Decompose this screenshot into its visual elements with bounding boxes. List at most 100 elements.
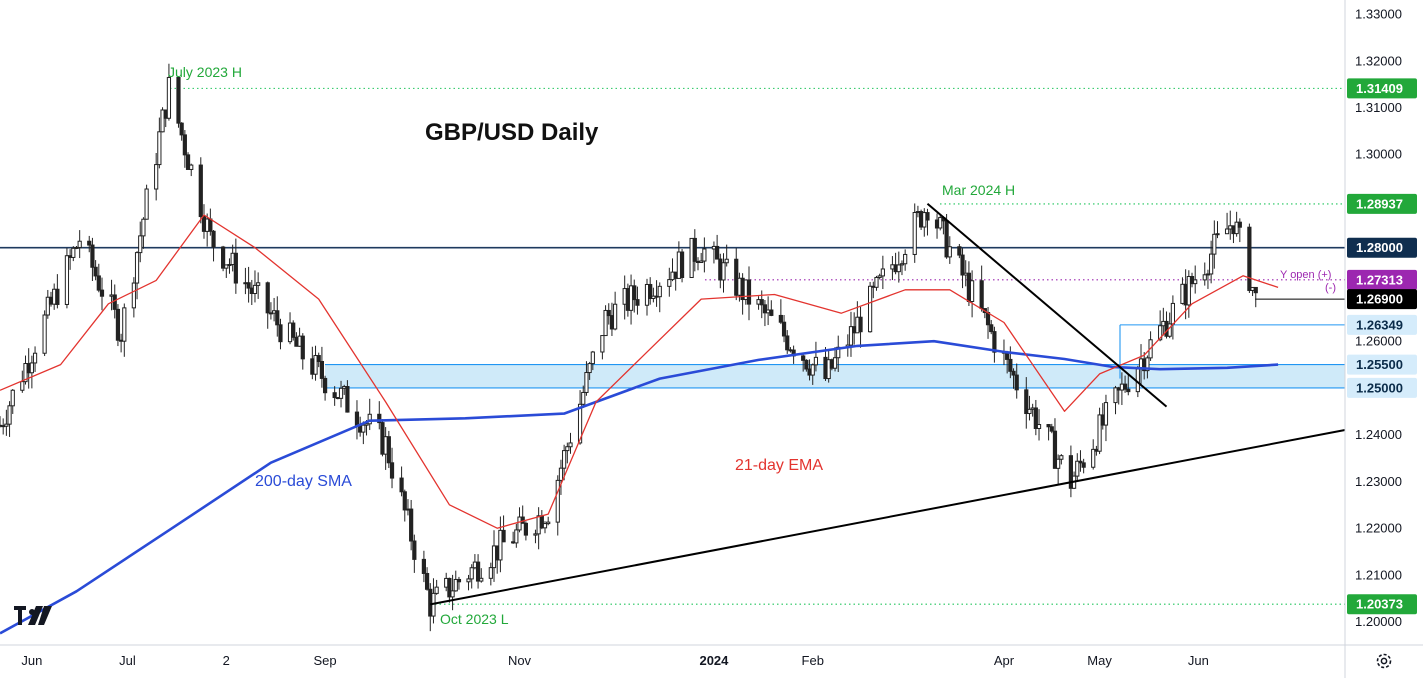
- candle: [55, 274, 60, 309]
- price-badge-label: 1.20373: [1356, 597, 1403, 612]
- price-badge-1-27313: 1.27313: [1347, 269, 1417, 290]
- candle: [198, 157, 203, 224]
- candle: [810, 363, 815, 385]
- candle: [275, 296, 280, 337]
- y-tick-label: 1.31000: [1355, 100, 1402, 115]
- candle-body: [364, 423, 369, 426]
- time-axis[interactable]: Jun Jul 2 Sep Nov 2024 Feb Apr May Jun: [21, 653, 1208, 668]
- candle-body: [319, 360, 325, 379]
- candle: [781, 314, 787, 343]
- candle-body: [256, 282, 261, 286]
- candle: [469, 564, 474, 589]
- candle: [1091, 439, 1096, 470]
- candle-body: [211, 230, 216, 248]
- candle: [319, 346, 325, 388]
- x-tick-label: Jun: [1188, 653, 1209, 668]
- candle: [877, 273, 882, 280]
- candle-body: [877, 275, 882, 278]
- candle: [925, 208, 930, 236]
- plot-area[interactable]: [0, 63, 1346, 635]
- candle: [96, 263, 101, 293]
- candle-body: [992, 331, 997, 353]
- candle-body: [361, 424, 366, 433]
- price-badge-label: 1.28000: [1356, 240, 1403, 255]
- candle: [122, 303, 127, 357]
- candle: [868, 281, 873, 333]
- candle: [20, 370, 25, 393]
- candle-body: [466, 578, 471, 583]
- candle: [367, 398, 372, 431]
- candle-body: [1202, 274, 1207, 281]
- candle-body: [252, 284, 258, 295]
- candle: [957, 243, 962, 259]
- price-badge-label: 1.28937: [1356, 196, 1403, 211]
- price-badge-1-26900: 1.26900: [1347, 289, 1417, 310]
- candle-body: [568, 442, 573, 448]
- candle-body: [1170, 302, 1175, 325]
- candle: [224, 264, 229, 278]
- y-tick-label: 1.32000: [1355, 53, 1402, 68]
- candle: [386, 430, 391, 469]
- candle-body: [769, 309, 774, 316]
- candle-body: [131, 282, 136, 309]
- candle: [947, 236, 952, 264]
- candle: [679, 249, 685, 283]
- candle-body: [1145, 357, 1150, 372]
- candle-body: [115, 308, 121, 341]
- candle-body: [450, 590, 455, 598]
- candle: [746, 266, 752, 321]
- price-badge-bg: [1347, 314, 1417, 335]
- price-badge-label: 1.31409: [1356, 81, 1403, 96]
- price-badge-1-26349: 1.26349: [1347, 314, 1417, 335]
- candle: [1253, 286, 1258, 308]
- candle-body: [1253, 286, 1258, 294]
- candle-body: [810, 364, 815, 376]
- candle: [1036, 409, 1042, 441]
- candle: [7, 401, 12, 437]
- candle: [606, 303, 611, 325]
- candle-body: [1126, 388, 1131, 393]
- candle: [166, 63, 172, 121]
- candle: [1209, 240, 1214, 284]
- candle-body: [1224, 228, 1230, 235]
- candle: [858, 306, 863, 348]
- price-badge-label: 1.26900: [1356, 292, 1403, 307]
- candle-body: [176, 77, 181, 124]
- candle-body: [565, 446, 570, 452]
- candle-body: [989, 324, 994, 333]
- candle-body: [903, 253, 908, 265]
- candle: [992, 326, 997, 363]
- candle: [734, 248, 739, 301]
- candle-body: [699, 260, 704, 264]
- candle-body: [64, 255, 70, 305]
- candle: [1212, 220, 1217, 269]
- ema-21-line: [0, 214, 1279, 529]
- candle-body: [590, 351, 595, 365]
- candle-body: [138, 235, 143, 254]
- candle-body: [635, 299, 640, 306]
- candle: [377, 401, 382, 430]
- candle-body: [606, 309, 611, 317]
- candle: [1122, 375, 1128, 393]
- candle: [1103, 394, 1109, 442]
- candle: [836, 335, 841, 372]
- candle-body: [300, 335, 305, 360]
- candle-body: [1209, 253, 1214, 275]
- candle: [1052, 418, 1058, 469]
- candle-body: [45, 296, 50, 316]
- candle: [389, 447, 395, 489]
- chart-settings-gear-icon[interactable]: [1376, 653, 1392, 669]
- candle-body: [421, 558, 426, 574]
- candle-body: [1215, 233, 1220, 236]
- candle-body: [469, 567, 474, 580]
- tradingview-logo[interactable]: [14, 606, 52, 625]
- candle-body: [386, 436, 391, 464]
- candle-body: [1046, 424, 1051, 428]
- candle-body: [1237, 221, 1242, 228]
- candle-body: [715, 245, 720, 260]
- candle-body: [679, 251, 685, 279]
- candle: [587, 361, 592, 380]
- price-badge-bg: [1347, 237, 1417, 258]
- x-tick-label: 2024: [699, 653, 729, 668]
